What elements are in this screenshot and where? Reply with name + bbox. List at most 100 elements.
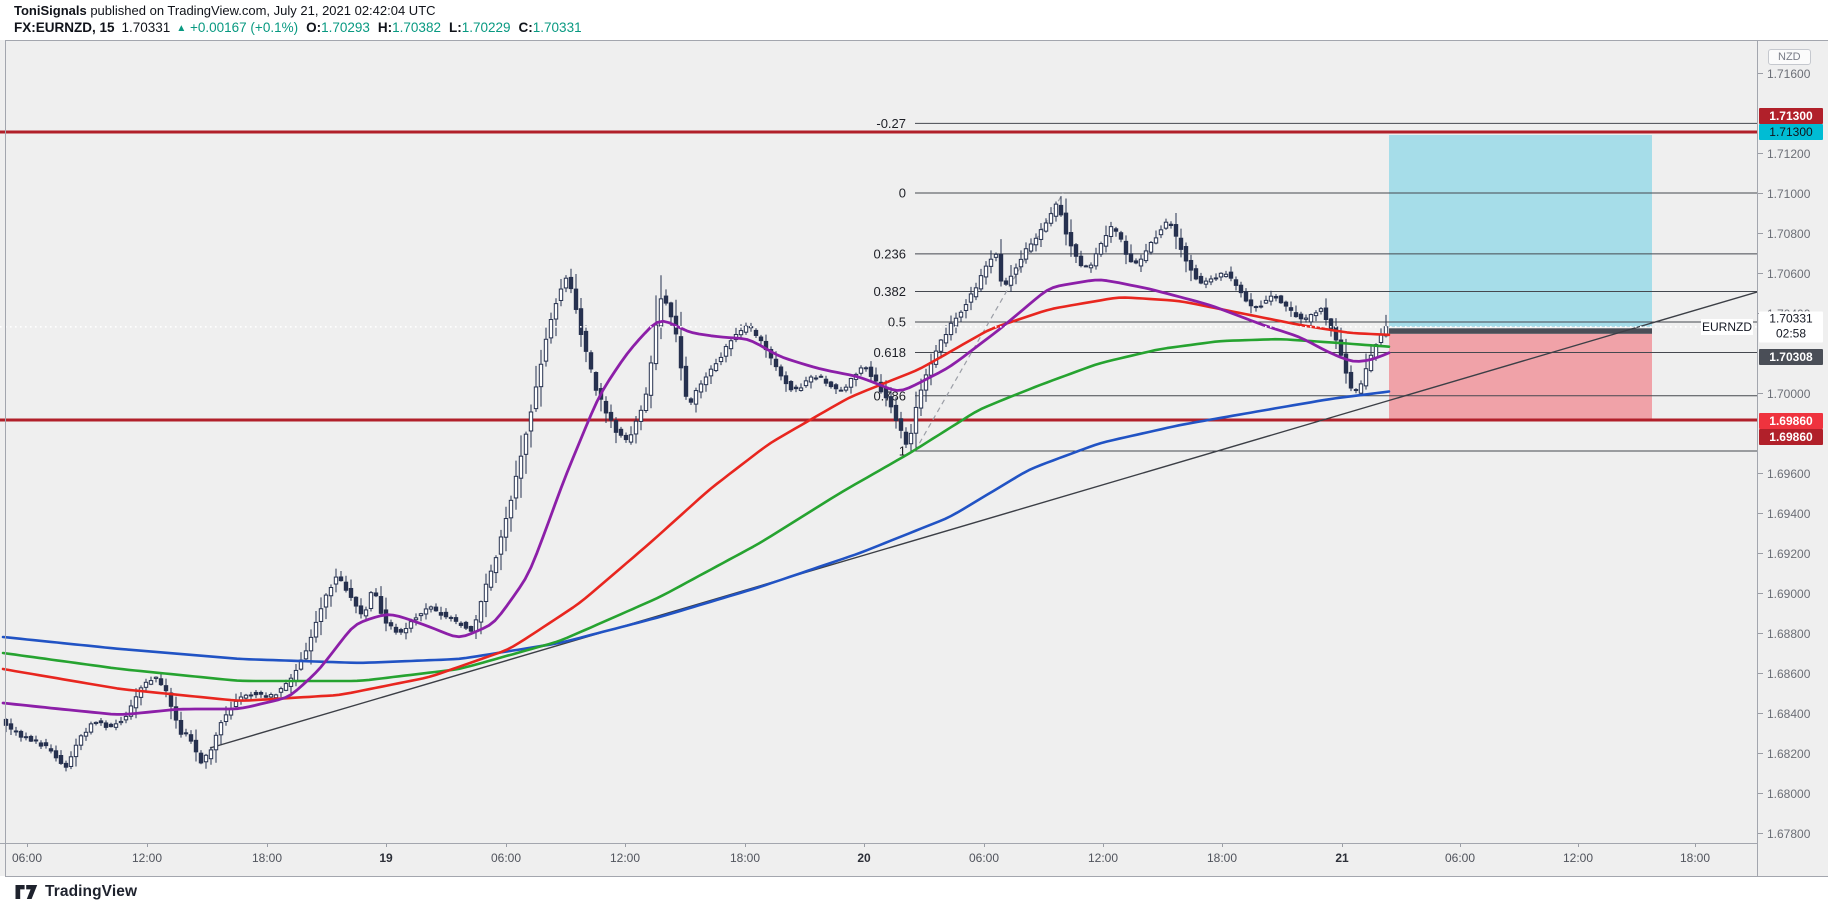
candle xyxy=(988,258,994,267)
chart-area[interactable]: -0.27 0 0.236 0.382 0.5 0.618 0.786 1 EURNZD xyxy=(0,40,1757,843)
candle xyxy=(1293,312,1299,318)
candle xyxy=(278,688,284,693)
candle xyxy=(683,365,689,397)
candle xyxy=(3,718,9,726)
candle xyxy=(913,406,919,434)
candle xyxy=(628,434,634,443)
candle xyxy=(948,322,954,336)
candle xyxy=(903,431,909,445)
candle xyxy=(783,375,789,385)
candle xyxy=(458,622,464,626)
price-axis[interactable]: NZD 1.71600 1.71200 1.71000 1.70800 1.70600 1… xyxy=(1757,40,1828,876)
candle xyxy=(88,723,94,733)
candle xyxy=(708,368,714,377)
position-entry-line xyxy=(1389,328,1652,334)
candle xyxy=(1233,279,1239,286)
candle xyxy=(1263,299,1269,304)
candle xyxy=(503,518,509,538)
candle xyxy=(1213,277,1219,280)
candle xyxy=(728,340,734,350)
tradingview-link[interactable]: TradingView xyxy=(15,883,137,901)
time-tick-mark xyxy=(1222,843,1223,847)
candle xyxy=(303,650,309,660)
candle xyxy=(213,734,219,751)
candle xyxy=(128,705,134,717)
candle xyxy=(253,691,259,696)
candle xyxy=(1168,223,1174,226)
axis-separator-horizontal xyxy=(0,843,1757,844)
candle xyxy=(973,287,979,298)
candle xyxy=(1313,312,1319,317)
candle xyxy=(1288,307,1294,311)
candle xyxy=(438,612,444,616)
tradingview-logo-icon xyxy=(15,884,38,899)
candle xyxy=(678,336,684,369)
candle xyxy=(1078,255,1084,267)
time-tick-mark xyxy=(267,843,268,847)
candle xyxy=(958,311,964,318)
candle xyxy=(448,616,454,619)
price-tick-mark xyxy=(1758,593,1763,594)
price-tick-label: 1.71000 xyxy=(1767,186,1811,201)
last-price: 1.70331 xyxy=(121,20,171,35)
candle xyxy=(53,750,59,759)
candle xyxy=(818,375,824,378)
candle xyxy=(653,324,659,365)
candle xyxy=(148,680,154,685)
price-tick-label: 1.71600 xyxy=(1767,66,1811,81)
candle xyxy=(568,276,574,290)
candle xyxy=(138,687,144,698)
low-value: 1.70229 xyxy=(461,20,511,35)
price-tick-label: 1.69600 xyxy=(1767,466,1811,481)
candle xyxy=(93,721,99,725)
price-tick-label: 1.68400 xyxy=(1767,706,1811,721)
axis-separator-vertical xyxy=(1757,40,1758,876)
time-axis[interactable]: 06:00 12:00 18:00 19 06:00 12:00 18:00 20 06:00 1… xyxy=(0,843,1757,876)
time-tick-mark xyxy=(1342,843,1343,847)
candle xyxy=(718,356,724,363)
candle xyxy=(998,253,1004,282)
candle xyxy=(983,265,989,278)
candle xyxy=(233,700,239,708)
candle xyxy=(553,303,559,320)
candle xyxy=(798,387,804,391)
candle xyxy=(858,367,864,374)
candle xyxy=(753,329,759,336)
time-tick-mark xyxy=(1695,843,1696,847)
candle xyxy=(353,596,359,607)
candle xyxy=(1098,243,1104,255)
candle xyxy=(633,420,639,435)
price-tick-mark xyxy=(1758,73,1763,74)
header: ToniSignals published on TradingView.com… xyxy=(0,0,1828,40)
time-label: 12:00 xyxy=(131,851,163,865)
candle xyxy=(73,744,79,758)
candle xyxy=(813,377,819,380)
candle xyxy=(8,723,14,730)
time-tick-mark xyxy=(1578,843,1579,847)
candle xyxy=(843,386,849,391)
time-label: 18:00 xyxy=(729,851,761,865)
price-tick-mark xyxy=(1758,233,1763,234)
candle xyxy=(1223,273,1229,278)
candles xyxy=(3,196,1389,772)
fib-label-0.618: 0.618 xyxy=(873,345,906,360)
candle xyxy=(133,696,139,709)
candle xyxy=(1158,229,1164,236)
candle xyxy=(1153,237,1159,244)
fib-label-1: 1 xyxy=(899,444,906,459)
price-tick-mark xyxy=(1758,193,1763,194)
candle xyxy=(533,386,539,410)
price-tick-label: 1.69200 xyxy=(1767,546,1811,561)
footer: TradingView xyxy=(0,876,1828,910)
candle xyxy=(28,735,34,742)
candle xyxy=(1043,222,1049,232)
candle xyxy=(1283,301,1289,307)
candle xyxy=(223,714,229,723)
up-arrow-icon: ▲ xyxy=(176,23,187,34)
candle xyxy=(463,621,469,629)
candle xyxy=(523,433,529,455)
candle xyxy=(1018,258,1024,268)
candle xyxy=(328,587,334,597)
publisher-name: ToniSignals xyxy=(14,3,87,18)
